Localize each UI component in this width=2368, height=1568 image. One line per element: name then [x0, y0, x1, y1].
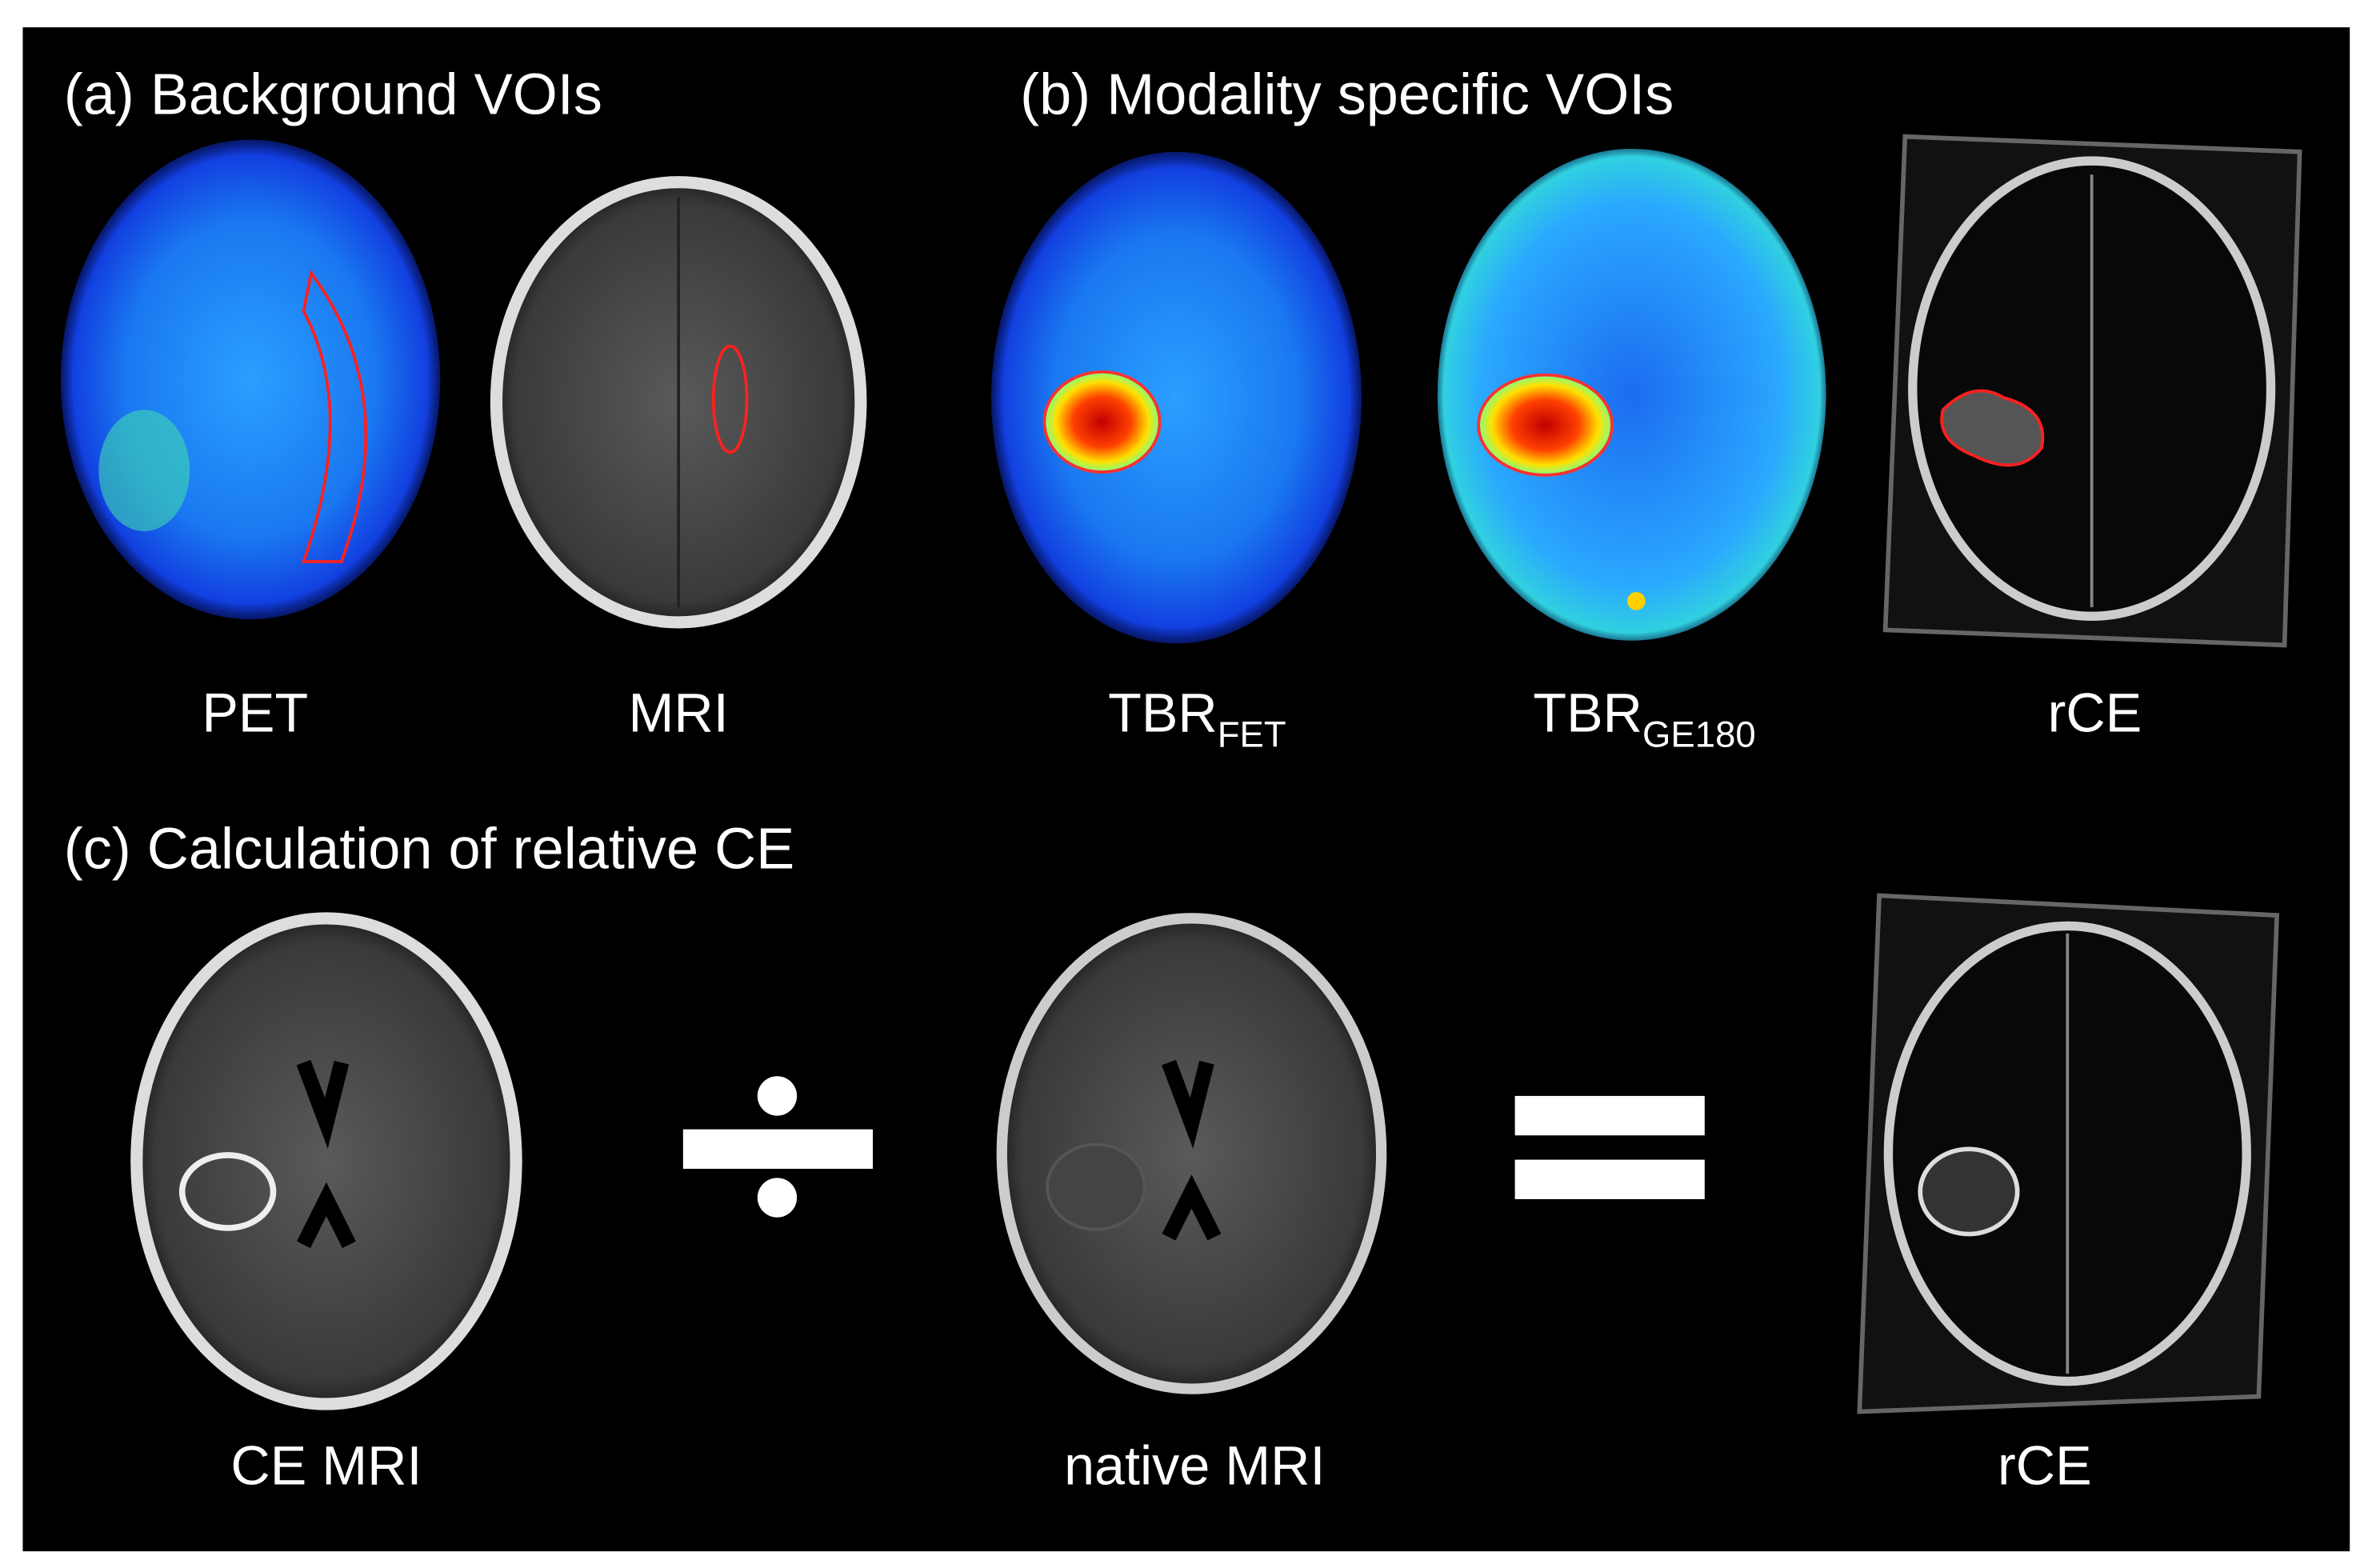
division-sign — [682, 1076, 874, 1218]
image-label: CE MRI — [230, 1436, 422, 1497]
ce-mri-image — [130, 912, 522, 1410]
image-label: PET — [202, 683, 308, 744]
image-label: rCE — [1998, 1436, 2092, 1497]
label-main: TBR — [1108, 683, 1218, 744]
label-sub: FET — [1218, 714, 1286, 755]
panel-title: (c) Calculation of relative CE — [64, 817, 795, 881]
image-label: TBRFET — [1108, 683, 1286, 755]
tbr-ge180-image — [1437, 148, 1826, 641]
image-label: TBRGE180 — [1533, 683, 1755, 755]
pet-image — [60, 139, 441, 620]
panel-title: (b) Modality specific VOIs — [1020, 62, 1674, 126]
panel-title: (a) Background VOIs — [64, 62, 602, 126]
rce-image — [1882, 134, 2302, 648]
image-label: rCE — [2048, 683, 2142, 744]
image-label: native MRI — [1064, 1436, 1325, 1497]
label-main: TBR — [1533, 683, 1642, 744]
native-mri-image — [996, 913, 1387, 1394]
label-sub: GE180 — [1642, 714, 1756, 755]
equals-sign — [1514, 1095, 1705, 1199]
image-label: MRI — [629, 683, 729, 744]
rce-result-image — [1857, 893, 2280, 1414]
tbr-fet-image — [991, 151, 1362, 644]
mri-image — [490, 176, 867, 629]
